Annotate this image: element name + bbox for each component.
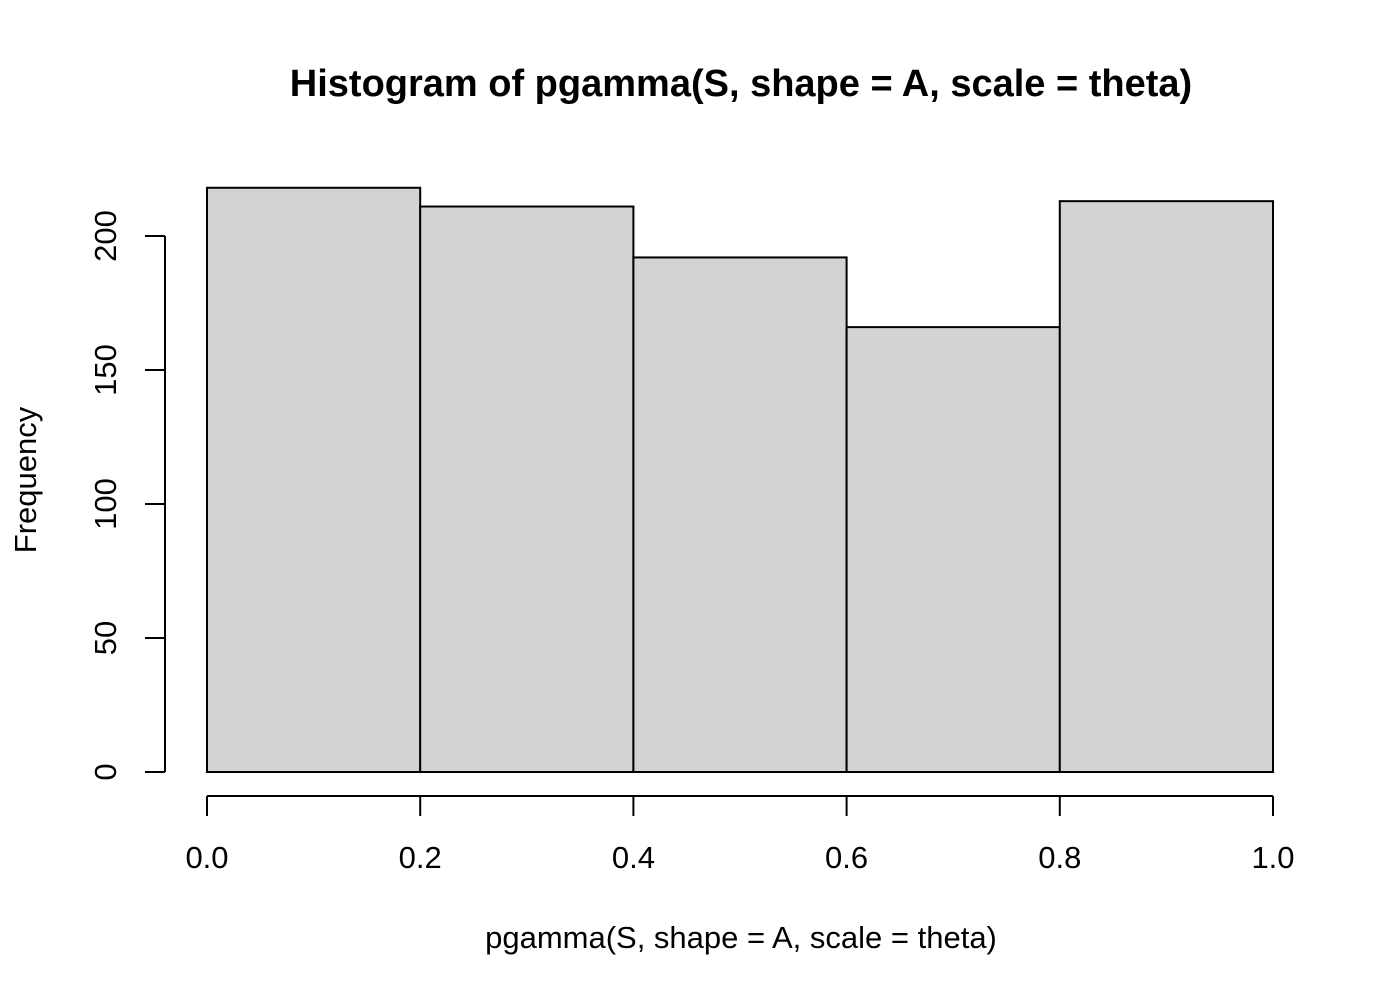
x-tick-label-1.0: 1.0 [1251,840,1294,875]
x-tick-label-0.4: 0.4 [612,840,655,875]
histogram-bar-4 [845,326,1061,773]
x-tick-label-0.6: 0.6 [825,840,868,875]
chart-title: Histogram of pgamma(S, shape = A, scale … [290,63,1192,105]
x-tick-label-0.2: 0.2 [399,840,442,875]
y-tick-label-0: 0 [88,763,123,780]
histogram-bar-3 [632,256,848,773]
histogram-bar-1 [206,186,422,773]
x-axis: 0.0 0.2 0.4 0.6 0.8 1.0 [185,795,1295,875]
x-axis-label: pgamma(S, shape = A, scale = theta) [485,920,997,955]
histogram-bars [206,186,1275,774]
histogram-bar-2 [419,205,635,773]
y-axis-label: Frequency [8,406,43,553]
x-tick-label-0.0: 0.0 [185,840,228,875]
histogram-bar-5 [1058,200,1275,774]
y-tick-label-50: 50 [88,621,123,655]
y-tick-label-200: 200 [88,210,123,262]
x-tick-label-0.8: 0.8 [1038,840,1081,875]
y-tick-label-100: 100 [88,478,123,530]
y-axis: 0 50 100 150 200 [88,210,166,781]
y-tick-label-150: 150 [88,344,123,396]
